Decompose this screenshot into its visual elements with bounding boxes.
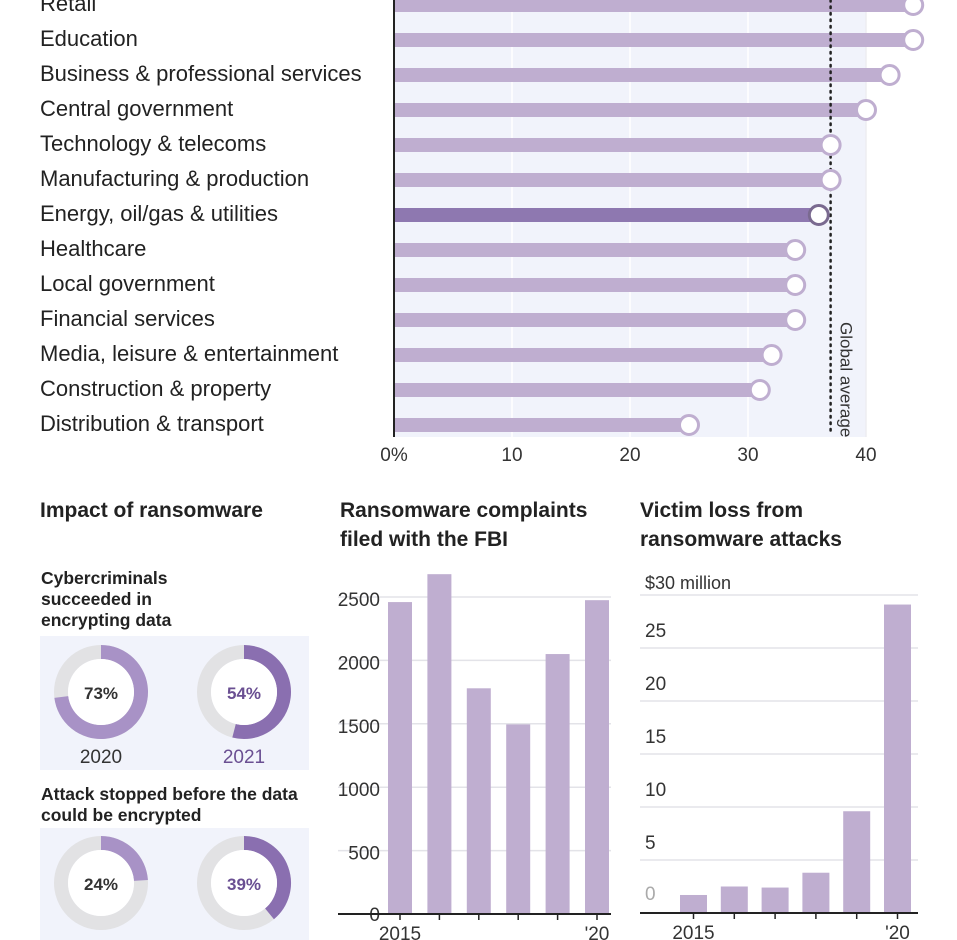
y-tick-label: 500 <box>348 844 380 865</box>
x-tick-label: 40 <box>855 445 876 466</box>
category-label: Healthcare <box>40 236 147 261</box>
y-tick-label: 1000 <box>338 780 380 801</box>
category-label: Business & professional services <box>40 61 362 86</box>
bar <box>394 348 772 362</box>
category-label: Construction & property <box>40 376 272 401</box>
x-tick-label: 10 <box>501 445 522 466</box>
global-average-label: Global average <box>837 322 856 437</box>
donut-value: 54% <box>227 684 261 703</box>
y-tick-label: 1500 <box>338 717 380 738</box>
bar <box>394 313 796 327</box>
category-label: Media, leisure & entertainment <box>40 341 339 366</box>
x-tick-label: 2015 <box>379 924 421 940</box>
fbi-title: Ransomware complaints filed with the FBI <box>340 499 588 551</box>
category-label: Local government <box>40 271 215 296</box>
donut-center <box>68 659 134 725</box>
bar <box>884 604 911 913</box>
donut-segment <box>54 645 148 739</box>
donut-year: 2021 <box>223 747 265 768</box>
category-label: Manufacturing & production <box>40 166 310 191</box>
bar <box>394 383 760 397</box>
loss-title: Victim loss from ransomware attacks <box>640 499 842 551</box>
data-point <box>855 99 877 121</box>
bar <box>545 654 570 914</box>
category-label: Technology & telecoms <box>40 131 267 156</box>
x-tick-label: 20 <box>619 445 640 466</box>
x-tick-label: 2015 <box>672 923 714 940</box>
data-point <box>784 309 807 331</box>
bar <box>394 243 796 257</box>
data-point <box>748 379 771 401</box>
data-point <box>678 414 700 436</box>
data-point <box>819 169 842 191</box>
y-tick-label: 5 <box>645 833 656 854</box>
y-tick-label: 2000 <box>338 653 380 674</box>
category-label: Central government <box>40 96 234 121</box>
bar <box>843 811 871 913</box>
category-label: Energy, oil/gas & utilities <box>40 201 279 226</box>
impact-title: Impact of ransomware <box>40 499 263 522</box>
bar <box>680 894 707 913</box>
bar <box>394 418 689 432</box>
bar <box>394 0 914 12</box>
bar <box>720 886 748 913</box>
encrypted-subtitle: Cybercriminals succeeded in encrypting d… <box>41 568 172 630</box>
donut-center <box>68 850 134 916</box>
donut-center <box>211 850 277 916</box>
x-tick-label: 30 <box>737 445 758 466</box>
bar <box>585 600 609 914</box>
bar <box>394 278 796 292</box>
data-point <box>878 64 901 86</box>
y-tick-label: 0 <box>645 884 656 905</box>
donut-year: 2020 <box>80 747 122 768</box>
data-point <box>902 29 925 51</box>
bar <box>394 173 831 187</box>
bar <box>427 574 452 914</box>
data-point <box>784 274 807 296</box>
y-tick-label: 0 <box>369 905 380 926</box>
y-tick-label: 10 <box>645 780 666 801</box>
x-tick-label: '20 <box>585 924 610 940</box>
y-tick-label: 15 <box>645 727 666 748</box>
donut-value: 24% <box>84 875 118 894</box>
y-tick-label: $30 million <box>645 573 731 593</box>
data-point <box>784 239 807 261</box>
x-tick-label: 0% <box>380 445 408 466</box>
category-label: Retail <box>40 0 97 16</box>
donut-segment <box>243 836 291 920</box>
bar <box>388 602 412 914</box>
donut-value: 39% <box>227 875 261 894</box>
data-point <box>902 0 925 16</box>
category-label: Distribution & transport <box>40 411 264 436</box>
data-point <box>760 344 783 366</box>
stopped-subtitle: Attack stopped before the data could be … <box>41 784 298 825</box>
y-tick-label: 25 <box>645 621 666 642</box>
x-tick-label: '20 <box>885 923 910 940</box>
data-point <box>807 204 830 226</box>
bar <box>761 887 789 913</box>
donut-center <box>211 659 277 725</box>
bar <box>394 138 831 152</box>
data-point <box>819 134 842 156</box>
bar <box>802 872 830 913</box>
bar <box>394 68 890 82</box>
bar <box>466 688 491 914</box>
y-tick-label: 2500 <box>338 590 380 611</box>
donut-segment <box>100 836 148 882</box>
bar <box>506 724 531 914</box>
y-tick-label: 20 <box>645 674 666 695</box>
bar <box>394 208 819 222</box>
bar <box>394 33 914 47</box>
bar <box>394 103 866 117</box>
category-label: Education <box>40 26 138 51</box>
donut-value: 73% <box>84 684 118 703</box>
donut-segment <box>232 645 291 739</box>
category-label: Financial services <box>40 306 215 331</box>
